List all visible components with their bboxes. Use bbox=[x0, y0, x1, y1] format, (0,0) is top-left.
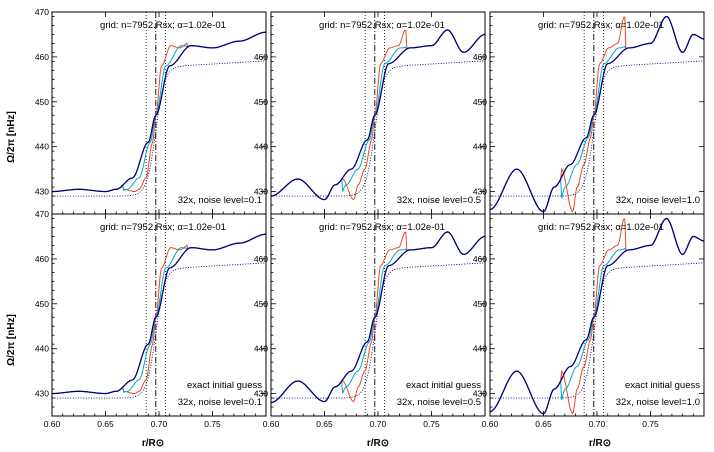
y-tick-label: 460 bbox=[254, 254, 268, 264]
x-tick-label: 0.75 bbox=[423, 419, 440, 429]
x-tick-label: 0.60 bbox=[482, 419, 499, 429]
plot-area bbox=[52, 12, 266, 214]
noise-annotation: 32x, noise level=0.5 bbox=[397, 397, 481, 408]
grid-annotation: grid: n=7952.Rsx; α=1.02e-01 bbox=[319, 222, 445, 233]
panel-3: 430 440 450 460 grid: n=7952.Rsx; α=1.02e-01… bbox=[473, 11, 705, 215]
x-axis-label-col1-text: r/R⊙ bbox=[142, 438, 164, 449]
x-tick-label: 0.65 bbox=[316, 419, 333, 429]
x-tick-label: 0.65 bbox=[97, 419, 114, 429]
series-orange bbox=[271, 231, 485, 404]
y-tick-label: 450 bbox=[254, 97, 268, 107]
y-tick-label: 440 bbox=[473, 142, 487, 152]
x-tick-label: 0.60 bbox=[44, 419, 61, 429]
plot-area bbox=[271, 214, 485, 416]
series-cyan bbox=[490, 15, 704, 213]
x-tick-label: 0.60 bbox=[263, 419, 280, 429]
x-axis-label-col1: r/R⊙ bbox=[142, 438, 164, 449]
guess-annotation: exact initial guess bbox=[187, 380, 262, 391]
x-axis-label-col3-text: r/R⊙ bbox=[589, 438, 611, 449]
y-tick-label: 440 bbox=[473, 344, 487, 354]
x-tick-label: 0.75 bbox=[204, 419, 221, 429]
noise-annotation: 32x, noise level=0.1 bbox=[178, 397, 262, 408]
grid-annotation: grid: n=7952.Rsx; α=1.02e-01 bbox=[538, 222, 664, 233]
y-tick-label: 460 bbox=[254, 52, 268, 62]
plot-area bbox=[490, 214, 704, 416]
y-tick-label: 430 bbox=[35, 187, 49, 197]
grid-annotation: grid: n=7952.Rsx; α=1.02e-01 bbox=[538, 20, 664, 31]
series-navy bbox=[271, 29, 485, 201]
series-navy bbox=[52, 31, 266, 193]
y-tick-label: 430 bbox=[35, 389, 49, 399]
plot-area bbox=[52, 214, 266, 416]
panel-2: 430 440 450 460 grid: n=7952.Rsx; α=1.02e-01… bbox=[254, 11, 486, 215]
grid-annotation: grid: n=7952.Rsx; α=1.02e-01 bbox=[319, 20, 445, 31]
noise-annotation: 32x, noise level=0.5 bbox=[397, 195, 481, 206]
x-tick-label: 0.75 bbox=[642, 419, 659, 429]
y-tick-label: 450 bbox=[35, 299, 49, 309]
y-tick-label: 470 bbox=[35, 7, 49, 17]
series-cyan bbox=[271, 29, 485, 201]
y-tick-label: 440 bbox=[35, 344, 49, 354]
y-tick-label: 450 bbox=[473, 97, 487, 107]
series-navy bbox=[52, 233, 266, 395]
series-navy bbox=[490, 15, 704, 213]
y-tick-label: 460 bbox=[473, 52, 487, 62]
y-tick-label: 470 bbox=[35, 209, 49, 219]
y-tick-label: 460 bbox=[35, 52, 49, 62]
y-tick-label: 440 bbox=[254, 344, 268, 354]
y-tick-label: 430 bbox=[473, 389, 487, 399]
grid-annotation: grid: n=7952.Rsx; α=1.02e-01 bbox=[100, 20, 226, 31]
series-cyan bbox=[271, 231, 485, 404]
y-axis-label-top: Ω/2π [nHz] bbox=[6, 111, 17, 163]
x-tick-label: 0.70 bbox=[151, 419, 168, 429]
plot-area bbox=[271, 12, 485, 214]
guess-annotation: exact initial guess bbox=[625, 380, 700, 391]
panel-5: 430 440 450 460 0.60 0.65 0.70 0.75 grid: n=7952… bbox=[254, 213, 486, 429]
series-orange bbox=[490, 15, 704, 213]
panel-4: 430 440 450 460 470 0.60 0.65 0.70 0.75 grid: n=7… bbox=[35, 209, 267, 429]
x-tick-label: 0.70 bbox=[370, 419, 387, 429]
y-tick-label: 430 bbox=[254, 187, 268, 197]
y-axis-label-bottom: Ω/2π [nHz] bbox=[6, 314, 17, 366]
series-navy bbox=[271, 231, 485, 404]
y-tick-label: 430 bbox=[254, 389, 268, 399]
panels: 430 440 450 460 470 grid: n=7952.Rsx; α=1.02e… bbox=[35, 7, 705, 429]
panel-frame bbox=[489, 11, 705, 215]
panel-frame bbox=[270, 11, 486, 215]
plot-area bbox=[490, 12, 704, 214]
y-tick-label: 450 bbox=[254, 299, 268, 309]
y-tick-label: 460 bbox=[473, 254, 487, 264]
series-navy bbox=[490, 217, 704, 415]
y-tick-label: 460 bbox=[35, 254, 49, 264]
y-tick-label: 430 bbox=[473, 187, 487, 197]
panel-6: 430 440 450 460 0.60 0.65 0.70 0.75 grid: n=7952… bbox=[473, 213, 705, 429]
x-axis-label-col3: r/R⊙ bbox=[589, 438, 611, 449]
panel-1: 430 440 450 460 470 grid: n=7952.Rsx; α=1.02e… bbox=[35, 7, 267, 215]
grid-annotation: grid: n=7952.Rsx; α=1.02e-01 bbox=[100, 222, 226, 233]
series-orange bbox=[271, 29, 485, 201]
x-axis-label-col2-text: r/R⊙ bbox=[367, 438, 389, 449]
x-tick-label: 0.65 bbox=[535, 419, 552, 429]
x-axis-label-col2: r/R⊙ bbox=[367, 438, 389, 449]
y-tick-label: 450 bbox=[35, 97, 49, 107]
noise-annotation: 32x, noise level=1.0 bbox=[616, 195, 700, 206]
y-tick-label: 440 bbox=[35, 142, 49, 152]
guess-annotation: exact initial guess bbox=[406, 380, 481, 391]
y-tick-label: 440 bbox=[254, 142, 268, 152]
y-tick-label: 450 bbox=[473, 299, 487, 309]
noise-annotation: 32x, noise level=0.1 bbox=[178, 195, 262, 206]
noise-annotation: 32x, noise level=1.0 bbox=[616, 397, 700, 408]
x-tick-label: 0.70 bbox=[589, 419, 606, 429]
